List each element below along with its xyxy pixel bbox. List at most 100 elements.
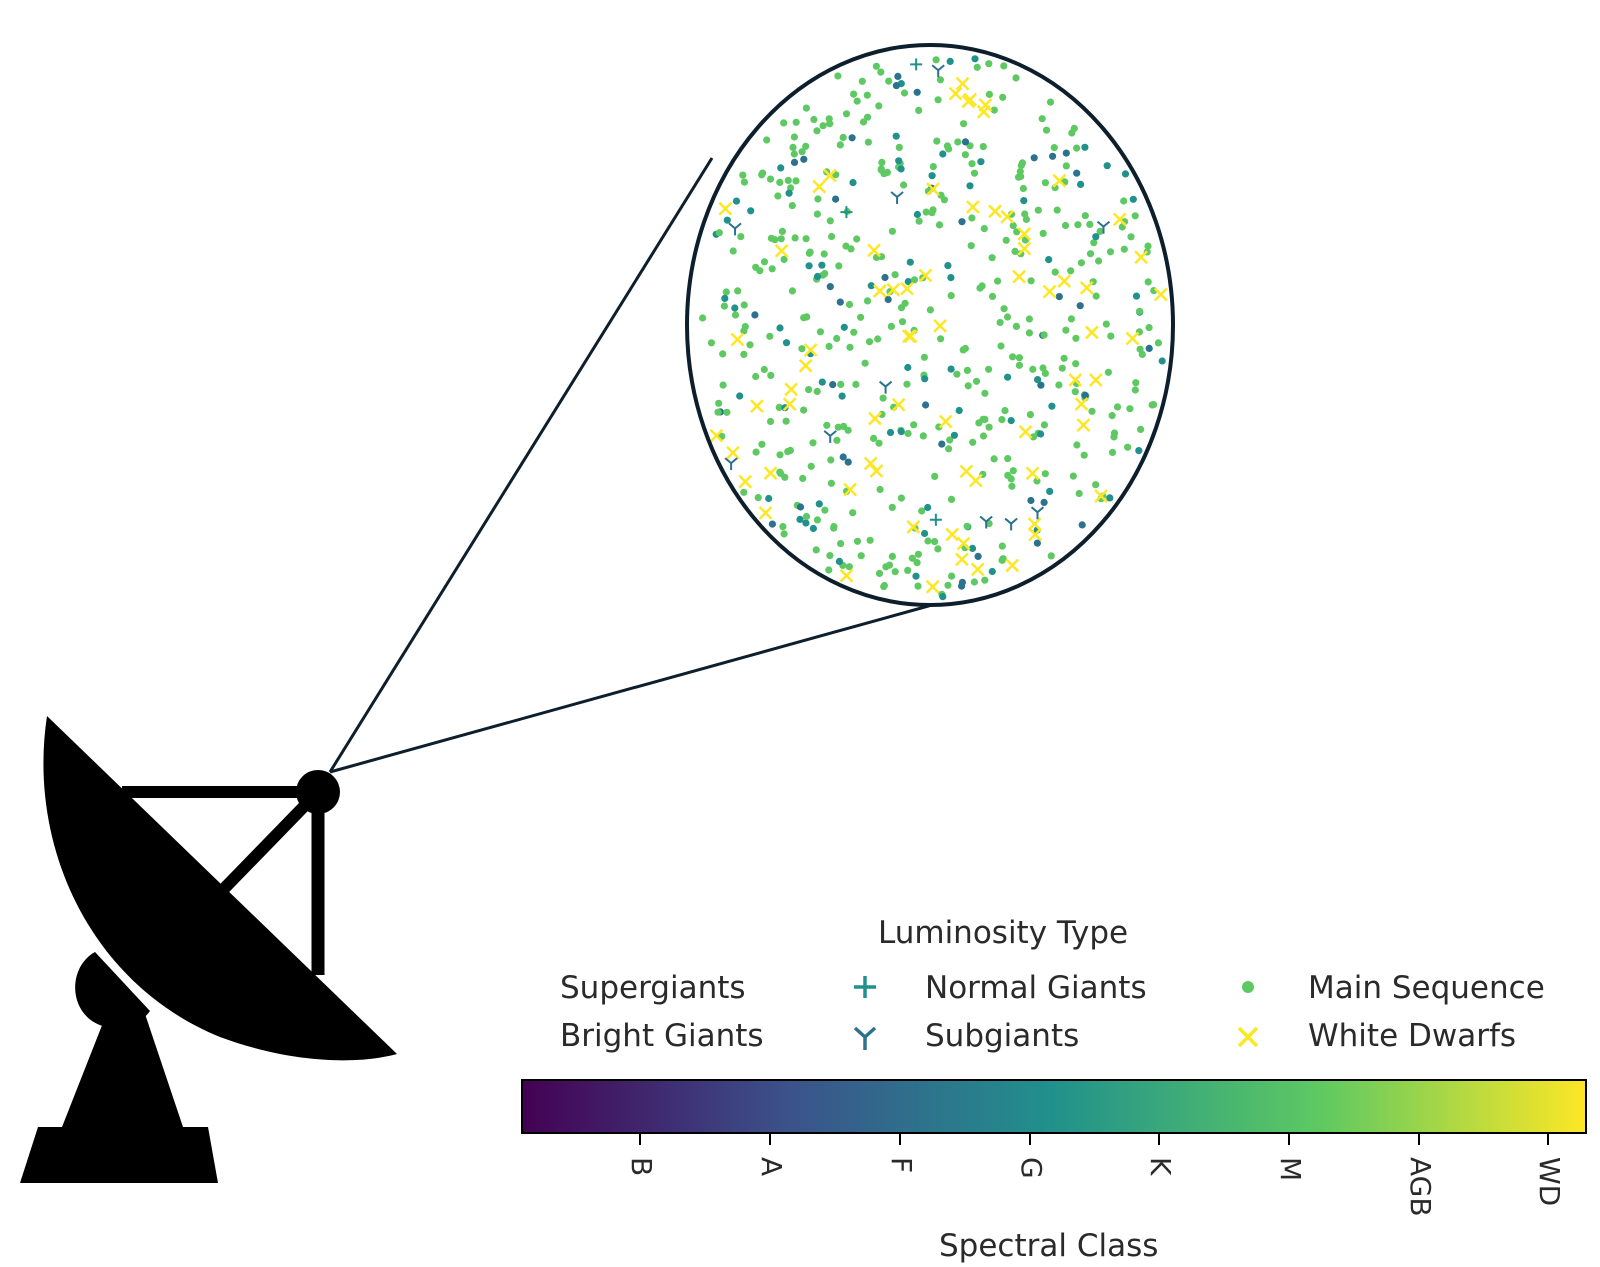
- main-sequence-star: [897, 304, 906, 312]
- main-sequence-star: [875, 439, 883, 447]
- main-sequence-star: [1086, 250, 1095, 258]
- main-sequence-star: [870, 434, 878, 442]
- main-sequence-star: [892, 132, 900, 140]
- main-sequence-star: [990, 106, 998, 114]
- main-sequence-star: [1029, 365, 1037, 373]
- main-sequence-star: [1041, 470, 1049, 478]
- main-sequence-star: [1127, 233, 1135, 241]
- main-sequence-star: [981, 389, 989, 397]
- white-dwarf-star: [812, 179, 827, 194]
- main-sequence-star: [820, 250, 828, 258]
- main-sequence-star: [875, 569, 884, 578]
- main-sequence-star: [904, 566, 912, 575]
- main-sequence-star: [838, 392, 846, 400]
- main-sequence-star: [888, 503, 896, 511]
- main-sequence-star: [1009, 222, 1017, 230]
- main-sequence-star: [788, 287, 797, 295]
- subgiant-star: [728, 222, 742, 236]
- white-dwarf-star: [1074, 397, 1089, 411]
- white-dwarf-star: [1042, 284, 1057, 299]
- main-sequence-star: [1019, 184, 1027, 193]
- main-sequence-star: [891, 568, 899, 576]
- white-dwarf-star: [956, 536, 971, 551]
- main-sequence-star: [945, 145, 953, 153]
- main-sequence-star: [926, 306, 935, 314]
- main-sequence-star: [833, 334, 841, 343]
- main-sequence-star: [859, 118, 868, 126]
- main-sequence-star: [904, 278, 912, 286]
- zoom-line-lower: [329, 603, 933, 774]
- main-sequence-star: [1078, 521, 1086, 529]
- white-dwarf-star: [843, 482, 858, 497]
- main-sequence-star: [961, 138, 970, 146]
- white-dwarf-star: [872, 284, 887, 298]
- main-sequence-star: [799, 474, 807, 482]
- dot-icon: [1242, 981, 1254, 993]
- white-dwarf-star: [1018, 425, 1033, 439]
- main-sequence-star: [970, 169, 979, 177]
- main-sequence-star: [998, 542, 1006, 550]
- main-sequence-star: [954, 138, 962, 146]
- legend-label-white-dwarfs: White Dwarfs: [1308, 1018, 1517, 1054]
- white-dwarf-star: [1000, 209, 1015, 224]
- main-sequence-star: [937, 335, 945, 343]
- main-sequence-star: [1070, 124, 1078, 132]
- main-sequence-star: [921, 375, 929, 383]
- main-sequence-star: [1062, 162, 1070, 170]
- main-sequence-star: [1021, 210, 1029, 218]
- main-sequence-star: [780, 530, 788, 538]
- main-sequence-star: [723, 216, 731, 224]
- subgiant-star: [878, 380, 893, 394]
- main-sequence-star: [950, 431, 959, 439]
- main-sequence-star: [990, 455, 998, 463]
- main-sequence-star: [913, 210, 922, 219]
- white-dwarf-star: [1112, 212, 1127, 227]
- main-sequence-star: [947, 292, 955, 300]
- main-sequence-star: [853, 235, 861, 243]
- main-sequence-star: [939, 593, 947, 601]
- main-sequence-star: [1102, 320, 1110, 328]
- main-sequence-star: [857, 552, 865, 560]
- legend-title: Luminosity Type: [878, 915, 1129, 951]
- main-sequence-star: [796, 515, 804, 524]
- main-sequence-star: [839, 133, 847, 141]
- white-dwarf-star: [709, 428, 724, 443]
- colorbar-tick-label: M: [1274, 1157, 1307, 1182]
- main-sequence-star: [790, 150, 798, 158]
- main-sequence-star: [877, 165, 885, 173]
- main-sequence-star: [1096, 227, 1104, 235]
- main-sequence-star: [792, 118, 800, 126]
- main-sequence-star: [779, 523, 787, 531]
- main-sequence-star: [756, 267, 764, 275]
- main-sequence-star: [924, 503, 932, 512]
- main-sequence-star: [842, 242, 850, 250]
- normal-giant-star: [929, 513, 942, 526]
- main-sequence-star: [866, 536, 874, 544]
- main-sequence-star: [948, 572, 956, 580]
- main-sequence-star: [938, 440, 946, 448]
- main-sequence-star: [778, 227, 787, 235]
- main-sequence-star: [1040, 331, 1048, 339]
- subgiant-star: [1004, 517, 1018, 531]
- white-dwarf-star: [918, 268, 933, 283]
- main-sequence-star: [758, 440, 766, 448]
- main-sequence-star: [1154, 339, 1162, 347]
- main-sequence-star: [963, 366, 972, 374]
- main-sequence-star: [1045, 256, 1053, 264]
- main-sequence-star: [1053, 206, 1061, 214]
- main-sequence-star: [1071, 388, 1079, 396]
- main-sequence-star: [1076, 302, 1084, 310]
- main-sequence-star: [1049, 152, 1057, 160]
- main-sequence-star: [888, 552, 897, 561]
- radio-telescope-icon: [20, 716, 397, 1183]
- main-sequence-star: [981, 576, 989, 584]
- main-sequence-star: [1042, 126, 1051, 134]
- main-sequence-star: [776, 178, 784, 186]
- main-sequence-star: [813, 127, 821, 135]
- main-sequence-star: [1120, 245, 1128, 253]
- main-sequence-star: [1073, 144, 1081, 152]
- white-dwarf-star: [938, 414, 953, 429]
- main-sequence-star: [790, 158, 799, 166]
- main-sequence-star: [1055, 293, 1063, 301]
- main-sequence-star: [796, 503, 805, 511]
